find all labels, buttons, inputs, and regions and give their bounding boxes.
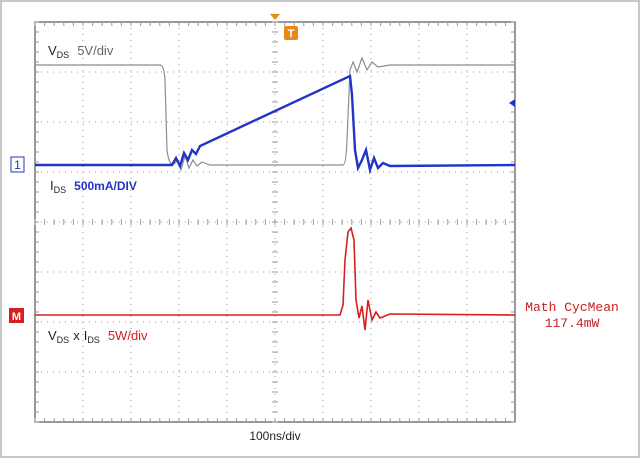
trigger-label: T — [288, 28, 295, 40]
math-marker — [9, 308, 24, 323]
power-label: VDS x IDS 5W/div — [48, 328, 148, 345]
channel1-label: 1 — [14, 158, 21, 172]
trigger-marker — [284, 26, 298, 40]
vds-label: VDS 5V/div — [48, 43, 114, 60]
power-trace — [35, 226, 516, 331]
trigger-arrow — [270, 14, 280, 20]
channel1-marker — [10, 156, 25, 173]
timebase-label: 100ns/div — [249, 429, 300, 443]
measurement-value: 117.4mW — [545, 316, 600, 331]
math-label: M — [12, 311, 21, 323]
level-marker — [509, 99, 515, 107]
measurement-label: Math CycMean — [525, 300, 619, 315]
ids-label: IDS 500mA/DIV — [50, 178, 137, 195]
ids-trace — [35, 74, 516, 175]
graticule — [34, 21, 515, 423]
